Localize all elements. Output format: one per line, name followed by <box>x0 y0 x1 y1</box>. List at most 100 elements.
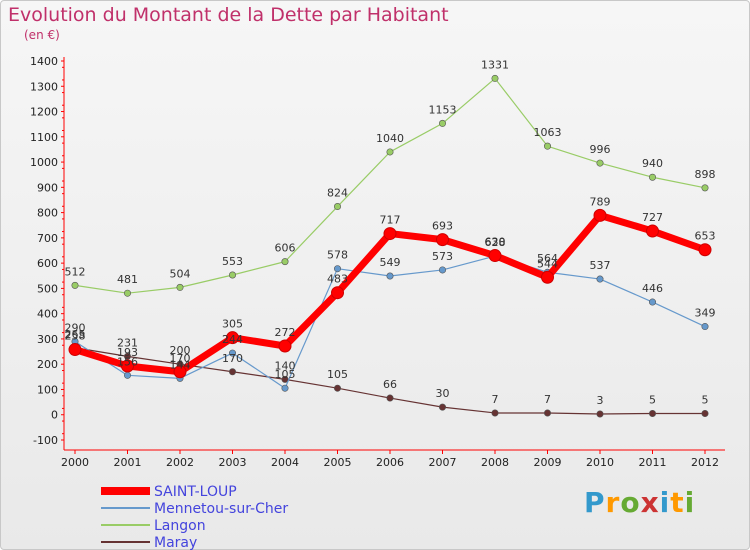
data-label: 564 <box>537 252 558 265</box>
data-label: 1331 <box>481 58 509 71</box>
data-label: 628 <box>485 236 506 249</box>
data-label: 824 <box>327 187 348 200</box>
y-tick-label: 300 <box>37 333 58 346</box>
logo-letter: P <box>584 486 606 519</box>
data-point <box>229 368 237 376</box>
data-point <box>333 265 341 273</box>
data-point <box>386 272 394 280</box>
data-label: 512 <box>65 265 86 278</box>
y-tick-label: 500 <box>37 282 58 295</box>
data-point <box>646 224 659 238</box>
data-label: 446 <box>642 282 663 295</box>
data-point <box>383 227 397 241</box>
data-point <box>229 271 237 279</box>
y-tick-label: 800 <box>37 207 58 220</box>
data-label: 544 <box>537 257 558 270</box>
data-point <box>173 365 187 379</box>
data-label: 1153 <box>429 103 457 116</box>
data-point <box>698 243 712 257</box>
data-label: 578 <box>327 249 348 262</box>
data-point <box>648 409 656 417</box>
data-label: 105 <box>327 368 348 381</box>
data-point <box>124 371 132 379</box>
data-label: 996 <box>590 143 611 156</box>
logo-letter: o <box>620 486 641 519</box>
data-point <box>543 142 551 150</box>
data-label: 940 <box>642 157 663 170</box>
data-point <box>701 323 709 331</box>
data-label: 140 <box>275 359 296 372</box>
logo-letter: i <box>659 486 671 519</box>
data-label: 789 <box>590 195 611 208</box>
data-label: 606 <box>275 242 296 255</box>
data-label: 200 <box>170 344 191 357</box>
data-label: 156 <box>117 355 138 368</box>
data-point <box>121 359 134 373</box>
data-label: 244 <box>222 333 243 346</box>
data-label: 630 <box>485 236 506 249</box>
data-label: 349 <box>695 307 716 320</box>
proxiti-logo: Proxiti <box>584 486 695 519</box>
data-point <box>593 208 607 222</box>
y-tick-label: -100 <box>33 434 58 447</box>
data-label: 693 <box>432 220 453 233</box>
data-point <box>226 331 239 345</box>
legend-label: SAINT-LOUP <box>154 484 237 500</box>
data-label: 193 <box>117 346 138 359</box>
data-point <box>386 394 394 402</box>
y-tick-label: 1300 <box>30 80 58 93</box>
y-tick-label: 1100 <box>30 131 58 144</box>
data-point <box>386 148 394 156</box>
data-label: 481 <box>117 273 138 286</box>
data-point <box>229 349 237 357</box>
x-tick-label: 2010 <box>586 456 614 469</box>
data-point <box>488 249 502 263</box>
data-point <box>278 339 292 353</box>
x-tick-label: 2009 <box>534 456 562 469</box>
data-label: 231 <box>117 336 138 349</box>
data-point <box>491 409 499 417</box>
chart-title: Evolution du Montant de la Dette par Hab… <box>8 4 449 26</box>
data-point <box>438 119 446 127</box>
y-tick-label: 1200 <box>30 106 58 119</box>
data-label: 290 <box>65 321 86 334</box>
data-label: 504 <box>170 267 191 280</box>
y-tick-label: 1000 <box>30 156 58 169</box>
data-label: 66 <box>383 378 397 391</box>
data-point <box>648 173 656 181</box>
logo-letter: x <box>640 486 660 519</box>
legend-label: Mennetou-sur-Cher <box>154 501 288 517</box>
data-point <box>176 283 184 291</box>
y-tick-label: 900 <box>37 181 58 194</box>
x-tick-label: 2004 <box>271 456 299 469</box>
data-label: 1040 <box>376 132 404 145</box>
data-label: 265 <box>65 328 86 341</box>
data-label: 898 <box>695 168 716 181</box>
x-tick-label: 2002 <box>166 456 194 469</box>
logo-letter: i <box>684 486 696 519</box>
axes: -100 0 100 200 300 400 500 600 700 800 900 1000 1100… <box>30 55 725 469</box>
x-tick-label: 2007 <box>429 456 457 469</box>
data-label: 553 <box>222 255 243 268</box>
data-point <box>541 270 554 284</box>
data-point <box>596 159 604 167</box>
x-tick-label: 2011 <box>639 456 667 469</box>
data-label: 5 <box>702 393 709 406</box>
y-tick-label: 700 <box>37 232 58 245</box>
data-point <box>438 403 446 411</box>
data-point <box>701 409 709 417</box>
data-label: 483 <box>327 273 348 286</box>
data-point <box>333 384 341 392</box>
data-label: 105 <box>275 368 296 381</box>
data-point <box>71 281 79 289</box>
data-label: 573 <box>432 250 453 263</box>
data-label: 258 <box>65 330 86 343</box>
logo-letter: t <box>670 486 685 519</box>
data-point <box>68 343 82 357</box>
data-point <box>648 298 656 306</box>
legend-label: Langon <box>154 518 206 534</box>
data-point <box>124 289 132 297</box>
